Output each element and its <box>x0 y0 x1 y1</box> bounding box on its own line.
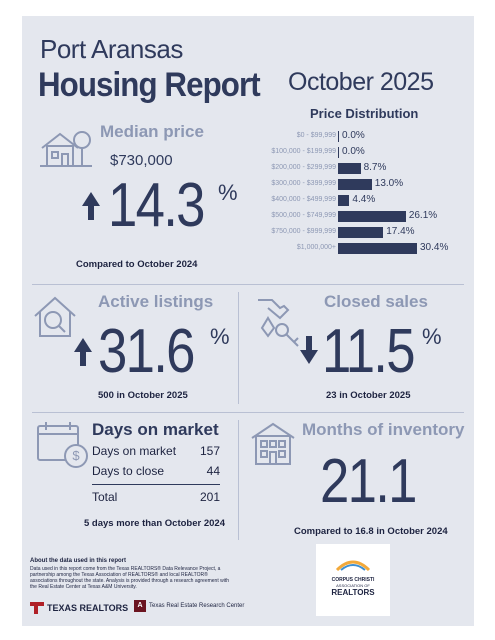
hand-key-icon <box>254 296 304 353</box>
active-listings-title: Active listings <box>98 292 214 311</box>
arrow-up-icon <box>74 338 92 366</box>
closed-sales-title: Closed sales <box>324 292 428 311</box>
dom-caption: 5 days more than October 2024 <box>84 518 225 529</box>
closed-caption: 23 in October 2025 <box>326 390 411 401</box>
texas-realtors-logo: TEXAS REALTORS <box>30 602 128 614</box>
median-price-value: $730,000 <box>110 152 173 169</box>
price-distribution-row: $300,000 - $399,999 13.0% <box>22 178 474 192</box>
price-distribution-value: 26.1% <box>408 210 438 221</box>
price-distribution-row: $0 - $99,999 0.0% <box>22 130 474 144</box>
report-sheet: Port Aransas Housing Report October 2025… <box>22 16 474 626</box>
median-price-title: Median price <box>100 122 204 141</box>
divider <box>238 420 239 540</box>
price-distribution-chart: $0 - $99,999 0.0% $100,000 - $199,999 0.0% $… <box>22 130 474 260</box>
report-title: Housing Report <box>38 66 261 104</box>
price-distribution-value: 4.4% <box>352 194 376 205</box>
research-center-label: Texas Real Estate Research Center <box>149 603 245 609</box>
price-range-label: $500,000 - $749,999 <box>271 212 336 219</box>
svg-text:$: $ <box>72 448 80 463</box>
house-tree-icon <box>38 126 94 175</box>
price-range-label: $300,000 - $399,999 <box>271 180 336 187</box>
price-distribution-row: $750,000 - $999,999 17.4% <box>22 226 474 240</box>
dom-row-value: 157 <box>199 444 220 458</box>
arrow-up-icon <box>82 192 100 220</box>
divider <box>32 412 464 413</box>
closed-pct-sign: % <box>422 324 442 349</box>
price-distribution-bar <box>338 211 406 222</box>
price-distribution-bar <box>338 163 361 174</box>
divider <box>238 292 239 404</box>
price-distribution-value: 30.4% <box>420 242 449 253</box>
price-distribution-bar <box>338 131 339 142</box>
median-pct-sign: % <box>218 180 238 205</box>
days-on-market-title: Days on market <box>92 420 219 439</box>
price-distribution-row: $200,000 - $299,999 8.7% <box>22 162 474 176</box>
price-distribution-bar <box>338 147 339 158</box>
city-title: Port Aransas <box>40 34 183 64</box>
price-distribution-row: $500,000 - $749,999 26.1% <box>22 210 474 224</box>
price-distribution-row: $400,000 - $499,999 4.4% <box>22 194 474 208</box>
research-center-logo: A Texas Real Estate Research Center <box>134 600 244 612</box>
price-distribution-row: $1,000,000+ 30.4% <box>22 242 474 256</box>
price-distribution-value: 17.4% <box>386 226 415 237</box>
corpus-christi-logo: CORPUS CHRISTI ASSOCIATION OF REALTORS <box>316 544 390 616</box>
arrow-down-icon <box>300 336 318 364</box>
price-distribution-value: 0.0% <box>342 130 365 141</box>
price-distribution-bar <box>338 243 417 254</box>
active-caption: 500 in October 2025 <box>98 390 188 401</box>
dom-row-label: Days on market <box>92 444 177 458</box>
price-distribution-value: 8.7% <box>363 162 387 173</box>
price-distribution-title: Price Distribution <box>310 106 419 121</box>
house-magnifier-icon <box>32 294 78 345</box>
calendar-dollar-icon: $ <box>36 420 90 475</box>
price-distribution-bar <box>338 179 372 190</box>
cc-logo-line3: REALTORS <box>331 588 375 597</box>
price-distribution-row: $100,000 - $199,999 0.0% <box>22 146 474 160</box>
texas-realtors-label: TEXAS REALTORS <box>47 603 129 613</box>
active-pct-sign: % <box>210 324 230 349</box>
building-icon <box>248 420 298 471</box>
about-title: About the data used in this report <box>30 558 127 564</box>
median-caption: Compared to October 2024 <box>76 259 198 270</box>
divider <box>32 284 464 285</box>
about-text: Data used in this report come from the T… <box>30 566 230 590</box>
dom-row-value: 44 <box>206 464 220 478</box>
months-of-inventory-title: Months of inventory <box>302 420 465 439</box>
price-range-label: $1,000,000+ <box>296 244 336 251</box>
price-distribution-bar <box>338 227 384 238</box>
median-change-value: 14.3 <box>108 171 205 240</box>
inventory-value: 21.1 <box>320 447 417 516</box>
dom-total-value: 201 <box>199 490 220 504</box>
report-month: October 2025 <box>288 68 434 96</box>
price-range-label: $750,000 - $999,999 <box>271 228 336 235</box>
inventory-caption: Compared to 16.8 in October 2024 <box>294 526 448 537</box>
price-range-label: $200,000 - $299,999 <box>271 164 336 171</box>
closed-change-value: 11.5 <box>322 317 416 386</box>
dom-total-label: Total <box>92 490 118 504</box>
active-change-value: 31.6 <box>98 317 195 386</box>
price-distribution-bar <box>338 195 350 206</box>
total-divider <box>92 484 220 485</box>
price-distribution-value: 13.0% <box>374 178 404 189</box>
price-distribution-value: 0.0% <box>342 146 365 157</box>
price-range-label: $100,000 - $199,999 <box>271 148 336 155</box>
price-range-label: $0 - $99,999 <box>296 132 336 139</box>
dom-row-label: Days to close <box>92 464 165 478</box>
cc-logo-line2: ASSOCIATION OF <box>336 583 370 588</box>
price-range-label: $400,000 - $499,999 <box>271 196 336 203</box>
cc-logo-line1: CORPUS CHRISTI <box>331 577 375 583</box>
